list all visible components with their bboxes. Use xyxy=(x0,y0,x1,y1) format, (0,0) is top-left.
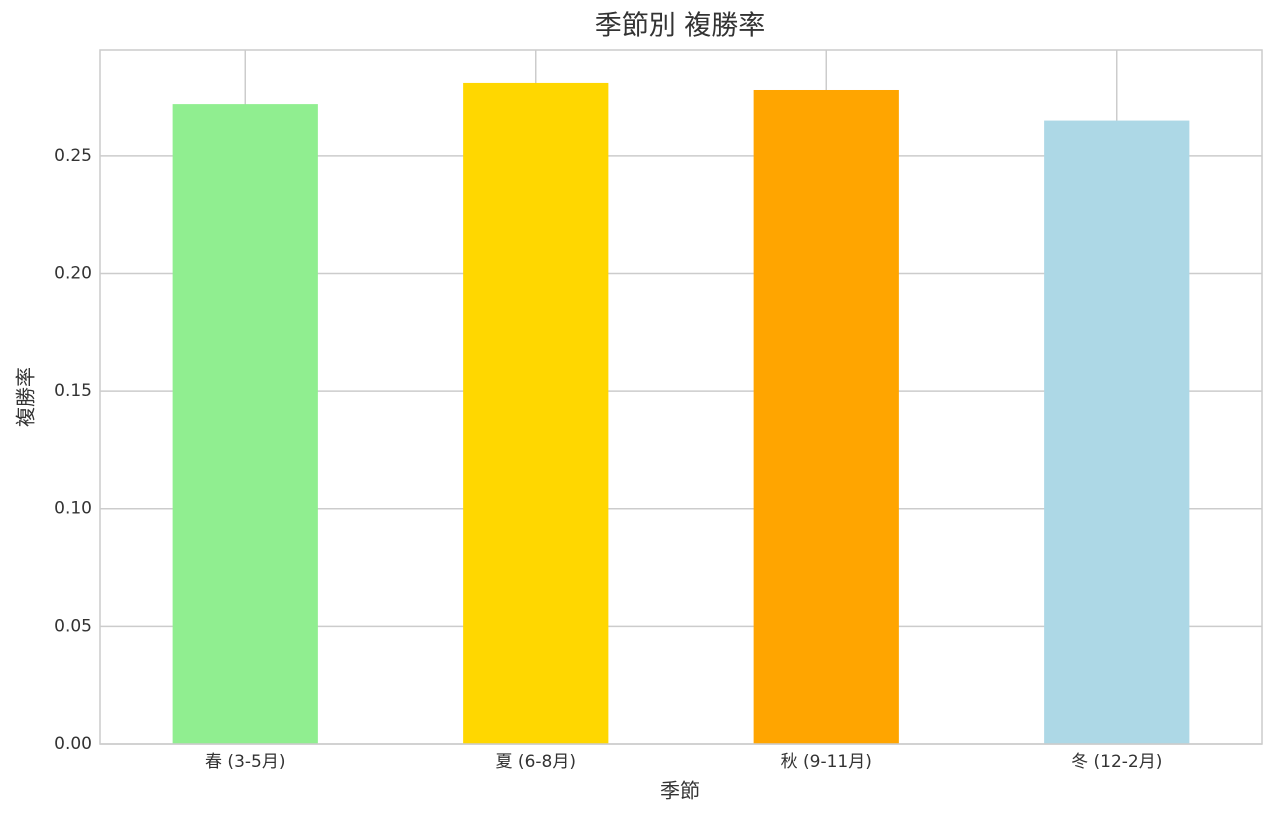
x-tick-label: 春 (3-5月) xyxy=(205,752,285,772)
bar xyxy=(172,104,318,745)
bar xyxy=(463,82,609,744)
y-tick-label: 0.10 xyxy=(54,499,92,519)
bar xyxy=(753,89,899,744)
x-tick-label: 冬 (12-2月) xyxy=(1071,752,1162,772)
x-axis-label: 季節 xyxy=(660,779,700,803)
chart-title: 季節別 複勝率 xyxy=(595,11,766,42)
y-axis-label: 複勝率 xyxy=(14,367,38,427)
y-tick-label: 0.25 xyxy=(54,146,92,166)
y-tick-label: 0.00 xyxy=(54,734,92,754)
bar xyxy=(1044,120,1190,744)
x-tick-label: 夏 (6-8月) xyxy=(496,752,576,772)
y-tick-label: 0.05 xyxy=(54,616,92,636)
y-tick-label: 0.15 xyxy=(54,381,92,401)
y-tick-label: 0.20 xyxy=(54,263,92,283)
x-tick-label: 秋 (9-11月) xyxy=(781,752,872,772)
plot-frame xyxy=(99,49,1263,745)
